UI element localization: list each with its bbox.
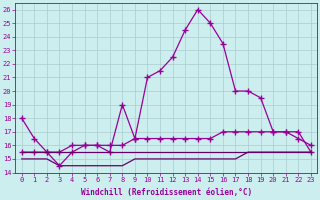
X-axis label: Windchill (Refroidissement éolien,°C): Windchill (Refroidissement éolien,°C) — [81, 188, 252, 197]
